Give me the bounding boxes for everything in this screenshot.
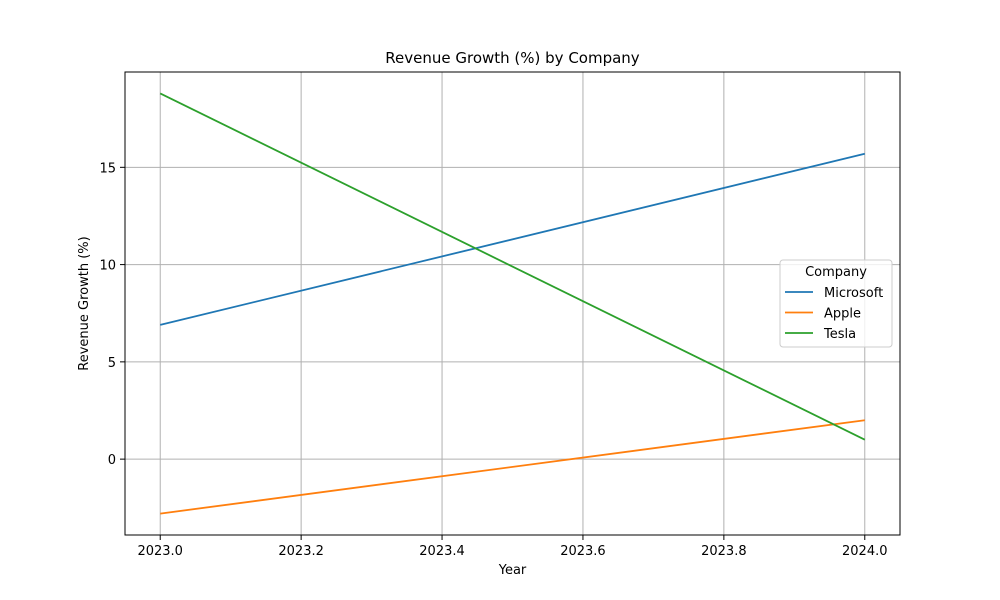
series-line-apple xyxy=(160,419,865,515)
legend: Company Microsoft Apple Tesla xyxy=(779,259,893,348)
legend-label-microsoft: Microsoft xyxy=(824,286,883,301)
legend-label-tesla: Tesla xyxy=(823,327,856,342)
plot-frame xyxy=(124,71,901,536)
legend-label-apple: Apple xyxy=(824,307,861,322)
chart-title: Revenue Growth (%) by Company xyxy=(385,49,640,67)
x-tick-label: 2023.2 xyxy=(278,544,324,559)
legend-entries: Microsoft Apple Tesla xyxy=(785,286,883,342)
y-tick-label: 0 xyxy=(108,453,116,468)
series-line-microsoft xyxy=(160,152,865,326)
x-tick-label: 2023.4 xyxy=(419,544,465,559)
x-tick-label: 2024.0 xyxy=(842,544,888,559)
x-tick-label: 2023.6 xyxy=(560,544,606,559)
legend-box xyxy=(779,259,893,348)
y-axis-ticks: 0 5 10 15 xyxy=(99,161,125,468)
x-axis-label: Year xyxy=(498,563,527,578)
x-tick-label: 2023.8 xyxy=(701,544,747,559)
series-lines xyxy=(159,92,866,515)
legend-title: Company xyxy=(805,265,867,280)
x-axis-ticks: 2023.0 2023.2 2023.4 2023.6 2023.8 2024.0 xyxy=(137,535,888,559)
x-tick-label: 2023.0 xyxy=(137,544,183,559)
y-tick-label: 10 xyxy=(99,259,116,274)
y-axis-label: Revenue Growth (%) xyxy=(77,236,92,370)
y-tick-label: 15 xyxy=(99,161,116,176)
y-tick-label: 5 xyxy=(108,356,116,371)
series-line-tesla xyxy=(159,92,866,441)
